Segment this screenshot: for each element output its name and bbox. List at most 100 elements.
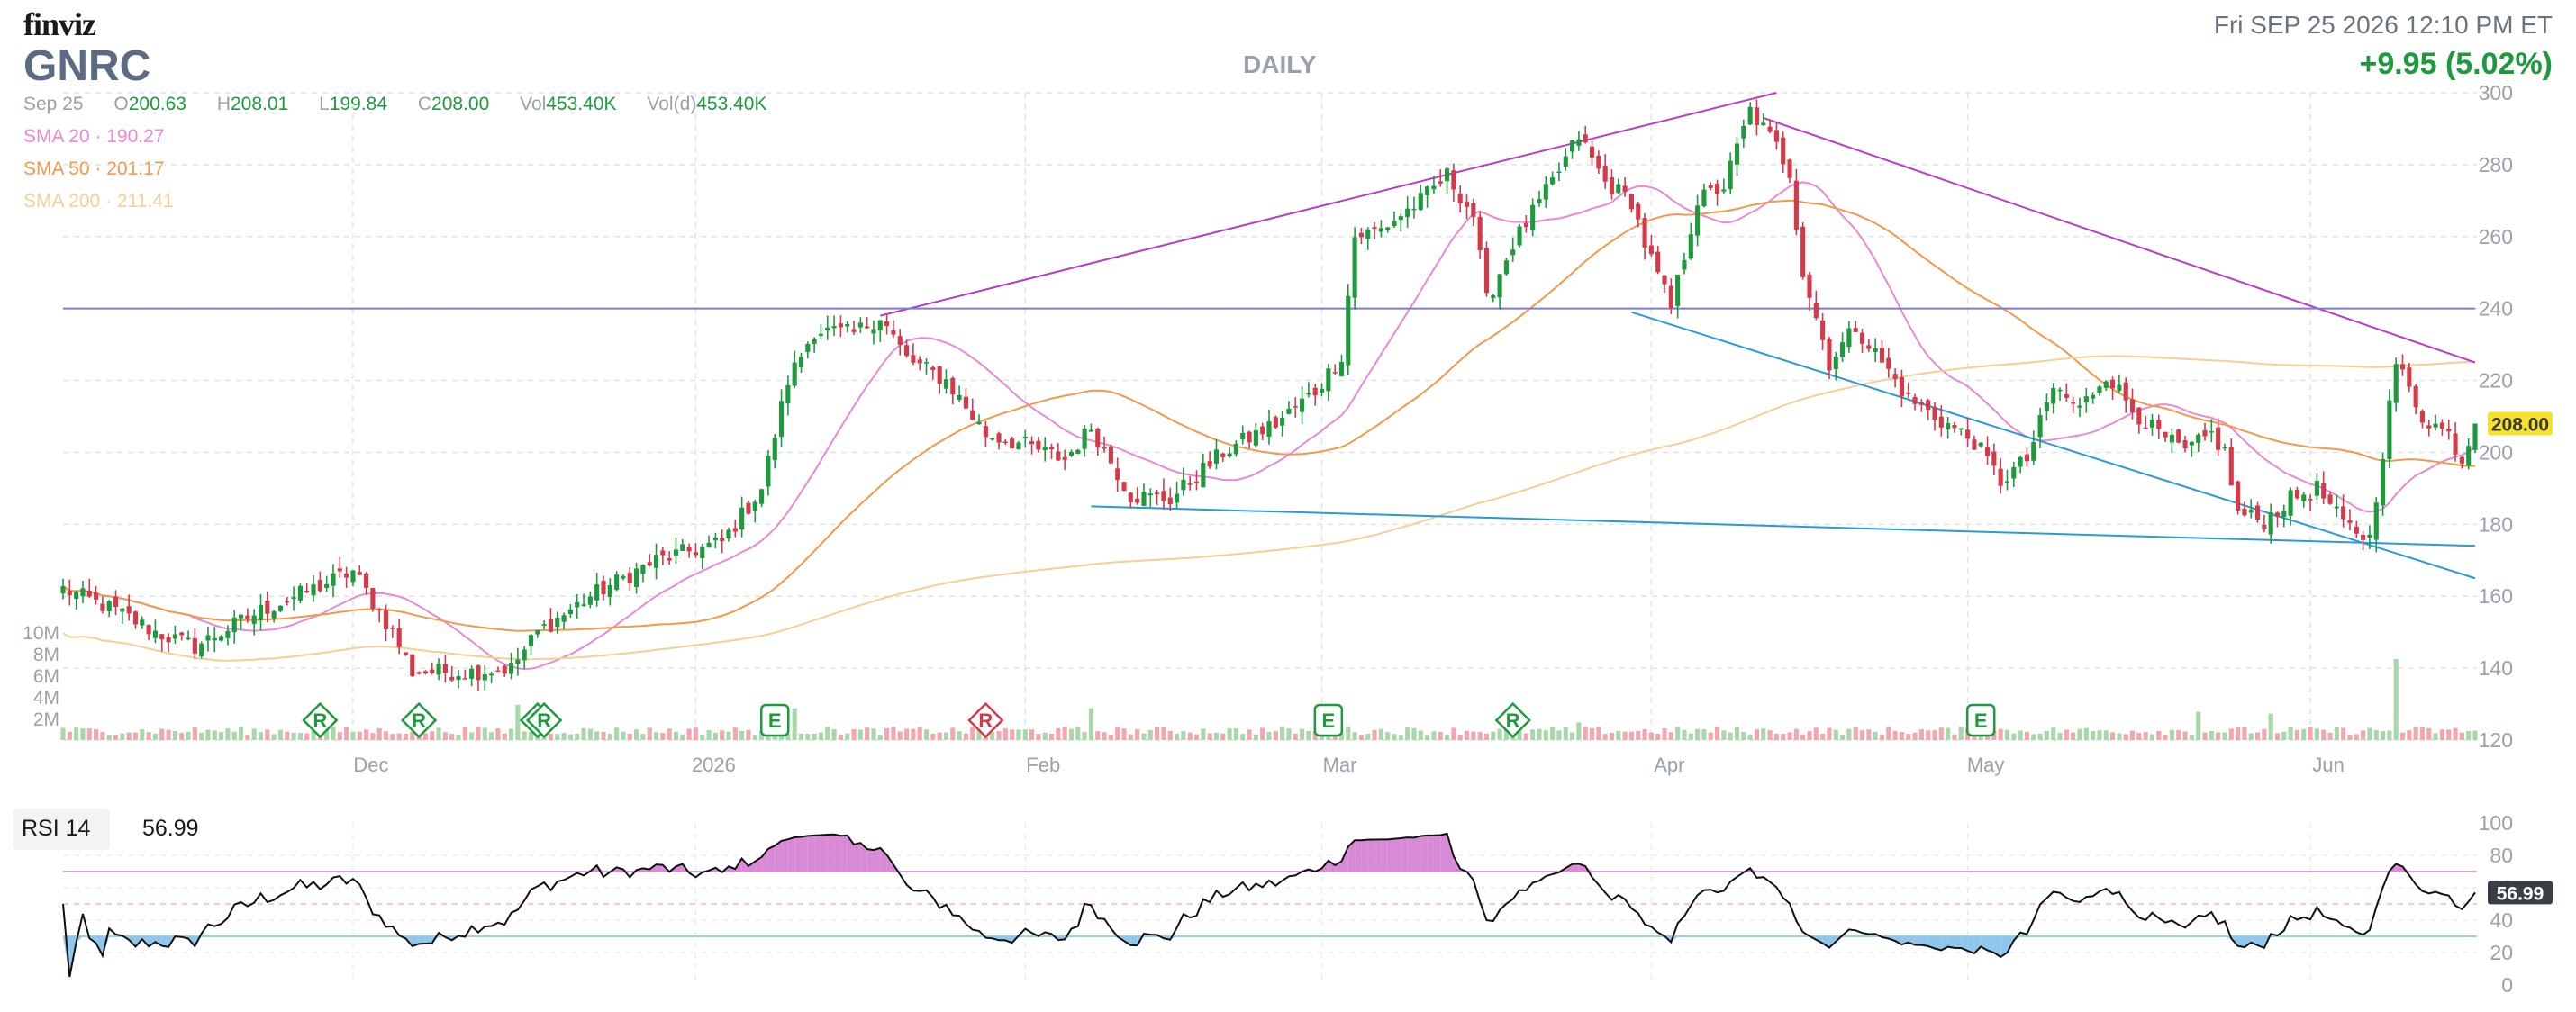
sma-200-legend[interactable]: SMA 200 · 211.41 [23, 191, 174, 212]
volume-bars [60, 658, 2478, 740]
candle-body [2202, 429, 2208, 437]
candle-body [950, 377, 956, 395]
volume-bar [291, 732, 296, 740]
candle-body [476, 665, 481, 681]
candle-body [2466, 446, 2472, 466]
candle-body [258, 604, 264, 621]
candle-body [2196, 434, 2201, 443]
volume-bar [1161, 727, 1166, 740]
volume-tick-label: 10M [23, 623, 59, 644]
candle-body [2182, 439, 2188, 449]
candle-body [990, 438, 995, 440]
candle-body [957, 395, 962, 400]
candle-body [1741, 126, 1746, 139]
volume-bar [1991, 730, 1997, 740]
volume-bar [1741, 732, 1746, 740]
volume-bar [2037, 733, 2043, 740]
candle-body [680, 544, 685, 551]
candle-body [2024, 454, 2030, 462]
candle-body [2077, 405, 2082, 408]
volume-bar [304, 733, 310, 740]
volume-bar [2018, 730, 2023, 740]
rsi-overbought-fill [1427, 835, 1434, 872]
candle-body [621, 576, 626, 579]
ohlc-low-label: L [319, 94, 330, 114]
candle-body [94, 592, 99, 600]
sma-50-legend[interactable]: SMA 50 · 201.17 [23, 158, 165, 179]
volume-bar [1247, 729, 1252, 740]
timeframe-label[interactable]: DAILY [1243, 50, 1317, 78]
candle-body [640, 565, 646, 574]
rsi-label-box[interactable] [13, 809, 110, 850]
volume-bar [1175, 733, 1180, 740]
rsi-overbought-fill [801, 836, 808, 872]
volume-bar [1754, 729, 1760, 740]
volume-bar [746, 729, 751, 740]
volume-bar [845, 733, 850, 740]
candle-body [1181, 479, 1186, 491]
volume-bar [1220, 733, 1226, 740]
volume-bar [2004, 729, 2010, 740]
rsi-overbought-fill [827, 834, 835, 872]
volume-bar [1833, 729, 1838, 740]
volume-bar [1048, 734, 1055, 740]
volume-bar [1602, 734, 1608, 740]
rsi-oversold-fill [999, 936, 1006, 941]
candle-body [2399, 364, 2406, 370]
volume-bar [86, 728, 92, 740]
volume-bar [172, 730, 177, 740]
volume-bar [581, 727, 586, 740]
candle-body [567, 609, 573, 615]
volume-bar [1227, 728, 1232, 740]
candle-body [1503, 260, 1509, 275]
candle-body [442, 664, 448, 673]
volume-bar [285, 731, 290, 740]
candle-body [673, 549, 679, 556]
candle-body [660, 550, 666, 556]
earnings-marker [1965, 703, 1996, 737]
volume-bar [1300, 728, 1305, 740]
volume-bar [2182, 731, 2188, 740]
y-tick-label: 300 [2479, 81, 2513, 104]
candle-body [2314, 480, 2319, 496]
rsi-overbought-fill [1374, 839, 1382, 872]
volume-bar [1411, 727, 1417, 740]
price-change: +9.95 (5.02%) [2359, 47, 2553, 81]
volume-bar [673, 731, 679, 740]
rsi-overbought-fill [1341, 846, 1348, 872]
volume-bar [759, 731, 765, 740]
volume-bar [680, 734, 685, 740]
volume-bar [911, 728, 916, 740]
candle-body [805, 344, 811, 352]
volume-bar [1457, 734, 1463, 740]
volume-bar [1932, 730, 1937, 740]
volume-bar [1998, 728, 2003, 740]
volume-bar [1550, 727, 1556, 740]
candle-body [1220, 453, 1226, 457]
volume-bar [857, 729, 863, 740]
volume-bar [1906, 734, 1911, 740]
sma-20-legend[interactable]: SMA 20 · 190.27 [23, 126, 165, 147]
volume-bar [2196, 711, 2201, 740]
candle-body [311, 584, 316, 596]
volume-bar [1266, 731, 1272, 740]
candle-body [1853, 328, 1858, 332]
quote-datetime: Fri SEP 25 2026 12:10 PM ET [2213, 11, 2553, 39]
volume-bar [410, 731, 415, 740]
rsi-value: 56.99 [142, 816, 199, 841]
volume-bar [1115, 727, 1120, 740]
volume-bar [1082, 732, 1087, 740]
ohlc-low: 199.84 [329, 94, 387, 114]
candle-body [778, 401, 785, 438]
candle-body [522, 649, 527, 661]
volume-bar [120, 733, 125, 740]
volume-bar [442, 732, 448, 740]
candle-body [1682, 259, 1687, 270]
volume-bar [1358, 735, 1364, 740]
candle-body [1576, 139, 1582, 146]
rsi-overbought-fill [1433, 835, 1441, 872]
finviz-logo[interactable]: finviz [23, 6, 96, 42]
volume-bar [1728, 732, 1733, 740]
volume-bar [1503, 727, 1509, 740]
